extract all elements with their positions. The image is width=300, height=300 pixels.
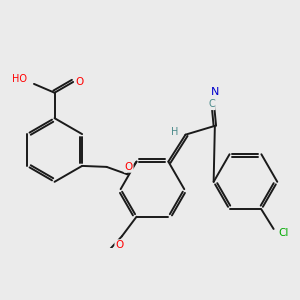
Text: O: O [75,77,84,87]
Text: H: H [171,127,178,137]
Text: O: O [124,162,133,172]
Text: C: C [208,99,215,109]
Text: O: O [115,240,124,250]
Text: HO: HO [12,74,27,84]
Text: N: N [211,87,219,97]
Text: Cl: Cl [278,228,289,238]
